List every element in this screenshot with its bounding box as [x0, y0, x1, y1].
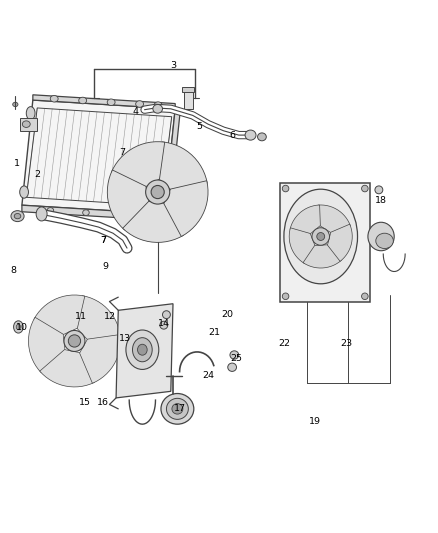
Polygon shape [164, 109, 180, 214]
Text: 1: 1 [14, 159, 20, 168]
Ellipse shape [258, 133, 266, 141]
Ellipse shape [153, 104, 162, 113]
Text: 9: 9 [102, 262, 108, 271]
Ellipse shape [282, 185, 289, 192]
Text: 19: 19 [309, 417, 321, 426]
Text: 20: 20 [222, 310, 234, 319]
Polygon shape [33, 95, 175, 109]
Ellipse shape [14, 214, 21, 219]
Text: 14: 14 [158, 319, 170, 328]
Ellipse shape [79, 97, 87, 104]
Polygon shape [22, 100, 175, 214]
Polygon shape [303, 245, 341, 268]
Text: 5: 5 [196, 122, 202, 131]
Ellipse shape [376, 233, 393, 248]
Ellipse shape [375, 186, 383, 194]
Ellipse shape [22, 121, 30, 127]
Ellipse shape [284, 189, 357, 284]
Polygon shape [289, 228, 315, 263]
Polygon shape [159, 142, 207, 190]
Ellipse shape [36, 207, 47, 221]
Text: 18: 18 [375, 196, 387, 205]
Ellipse shape [83, 210, 89, 215]
Ellipse shape [317, 232, 325, 240]
Ellipse shape [144, 214, 151, 219]
Ellipse shape [361, 185, 368, 192]
Polygon shape [77, 296, 120, 340]
Polygon shape [116, 304, 173, 398]
Polygon shape [164, 181, 208, 237]
Ellipse shape [172, 403, 183, 414]
Ellipse shape [26, 107, 35, 120]
Polygon shape [107, 170, 149, 230]
Polygon shape [80, 335, 120, 383]
Text: 10: 10 [16, 324, 28, 332]
Text: 25: 25 [230, 354, 243, 363]
Text: 16: 16 [97, 398, 109, 407]
Ellipse shape [230, 351, 239, 359]
Ellipse shape [11, 211, 24, 222]
Ellipse shape [361, 293, 368, 300]
Ellipse shape [14, 321, 23, 333]
Text: 13: 13 [119, 334, 131, 343]
Ellipse shape [145, 180, 170, 204]
Ellipse shape [126, 330, 159, 369]
Text: 21: 21 [208, 328, 221, 337]
Text: 17: 17 [173, 405, 186, 414]
Ellipse shape [47, 207, 53, 213]
Text: 11: 11 [75, 312, 87, 321]
Text: 12: 12 [103, 312, 116, 321]
Bar [184, 91, 193, 109]
Ellipse shape [245, 130, 256, 140]
Ellipse shape [162, 311, 170, 319]
Polygon shape [22, 205, 164, 221]
Polygon shape [290, 205, 320, 234]
Text: 7: 7 [120, 148, 126, 157]
Ellipse shape [68, 335, 81, 347]
Ellipse shape [16, 324, 21, 329]
Polygon shape [20, 118, 37, 131]
Polygon shape [34, 295, 85, 335]
Ellipse shape [132, 338, 152, 362]
Ellipse shape [118, 212, 125, 217]
Text: 8: 8 [10, 266, 16, 276]
Ellipse shape [107, 99, 115, 106]
Text: 7: 7 [100, 236, 106, 245]
Ellipse shape [282, 293, 289, 300]
Ellipse shape [136, 101, 144, 107]
Ellipse shape [154, 102, 162, 108]
Polygon shape [123, 201, 184, 243]
Text: 3: 3 [170, 61, 176, 69]
Text: 24: 24 [202, 372, 214, 381]
Ellipse shape [13, 102, 18, 107]
Ellipse shape [160, 321, 168, 329]
Ellipse shape [50, 95, 58, 102]
Ellipse shape [20, 186, 28, 198]
Text: 4: 4 [133, 107, 139, 116]
Ellipse shape [161, 393, 194, 424]
Text: 2: 2 [34, 170, 40, 179]
Ellipse shape [368, 222, 394, 251]
Ellipse shape [166, 398, 188, 419]
Ellipse shape [228, 363, 237, 372]
Ellipse shape [312, 228, 329, 245]
Polygon shape [318, 205, 350, 233]
Ellipse shape [64, 330, 85, 351]
Text: 23: 23 [340, 338, 352, 348]
Polygon shape [328, 224, 352, 261]
Polygon shape [28, 317, 65, 373]
Ellipse shape [151, 185, 164, 199]
Text: 22: 22 [279, 338, 291, 348]
Polygon shape [280, 183, 370, 302]
Text: 7: 7 [100, 236, 106, 245]
Polygon shape [111, 142, 165, 187]
Text: 6: 6 [229, 131, 235, 140]
Polygon shape [40, 350, 95, 387]
Ellipse shape [138, 344, 147, 355]
Text: 15: 15 [79, 398, 92, 407]
Bar [182, 87, 194, 92]
